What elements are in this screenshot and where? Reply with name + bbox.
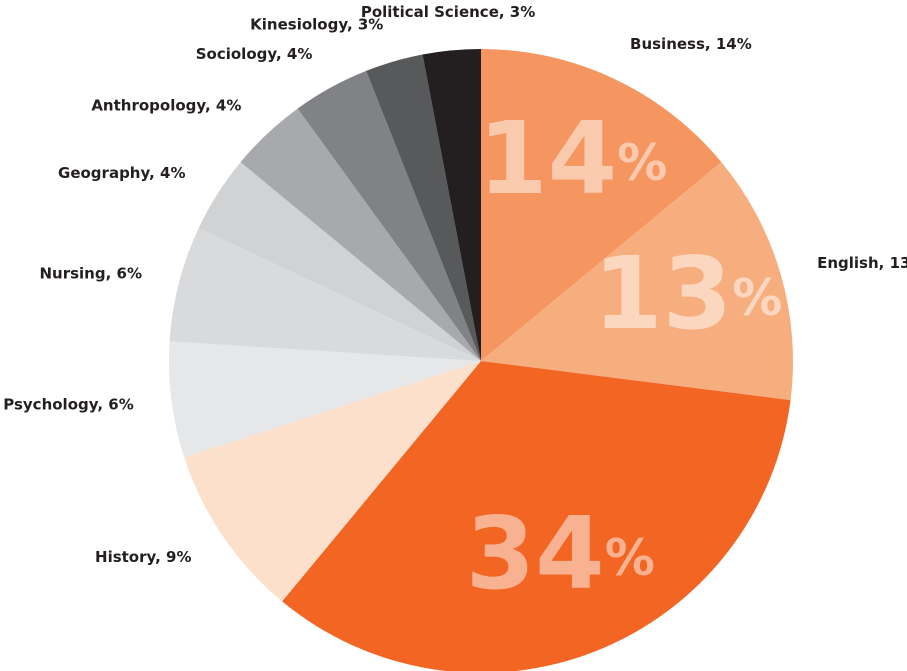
slice-label: History, 9% (95, 548, 192, 566)
slice-label: English, 13% (817, 254, 907, 272)
pie-slice (366, 54, 481, 362)
slice-percent-label: 34% (466, 496, 655, 613)
pie-slice (481, 162, 793, 401)
slice-label: Kinesiology, 3% (250, 15, 383, 33)
pie-slice (481, 49, 722, 361)
pie-slice (169, 228, 481, 361)
slice-label: Nursing, 6% (39, 264, 142, 282)
slice-percent-label: 14% (478, 101, 667, 218)
pie-slice (240, 108, 481, 361)
slice-label: Sociology, 4% (196, 45, 313, 63)
slice-label: Business, 14% (630, 35, 752, 53)
slice-label: Political Science, 3% (361, 3, 535, 21)
slice-label: Psychology, 6% (3, 395, 134, 413)
pie-slice (297, 70, 481, 362)
pie-slice (198, 162, 481, 361)
slice-label: Geography, 4% (58, 164, 185, 182)
pie-slice (184, 361, 481, 602)
pie-slice (282, 361, 791, 671)
slice-label: Anthropology, 4% (91, 96, 241, 114)
pie-slice (169, 341, 481, 458)
pie-slice (422, 49, 481, 361)
slice-percent-label: 13% (593, 235, 782, 352)
